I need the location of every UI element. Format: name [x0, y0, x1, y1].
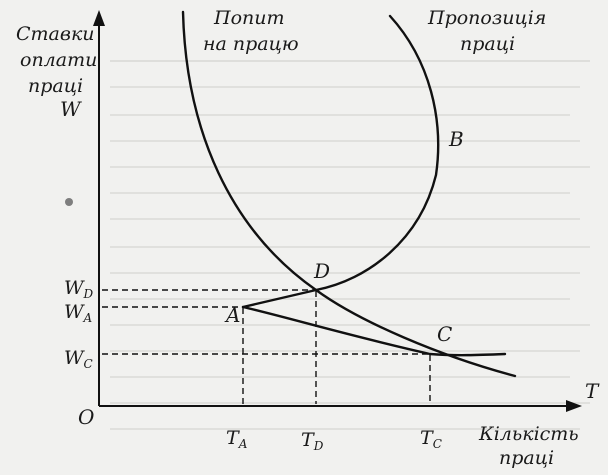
ta-label: TA: [226, 427, 248, 451]
y-axis-title-line1: Ставки: [16, 23, 95, 45]
labor-demand-curve: [181, 10, 517, 378]
point-c-label: C: [437, 322, 452, 346]
tc-label: TC: [420, 427, 442, 451]
td-label: TD: [301, 429, 324, 453]
supply-title-line2: праці: [460, 33, 515, 55]
x-axis-title-line2: праці: [499, 447, 554, 469]
guide-lines: [102, 289, 431, 404]
y-axis-symbol: W: [60, 97, 82, 121]
x-axis-arrowhead: [566, 400, 582, 412]
wa-label: WA: [64, 301, 93, 325]
demand-title-line1: Попит: [213, 7, 285, 29]
x-axis-symbol: T: [585, 379, 600, 403]
y-axis-title-line2: оплати: [20, 49, 97, 71]
wc-label: WC: [64, 347, 93, 371]
background-page-texture: [65, 60, 590, 430]
origin-label: O: [78, 405, 94, 429]
demand-title-line2: на працю: [203, 33, 299, 55]
labor-supply-curve-b: [241, 14, 440, 309]
y-axis-title-line3: праці: [28, 75, 83, 97]
curves: [181, 10, 517, 378]
axes: [93, 10, 582, 412]
x-axis-title-line1: Кількість: [478, 423, 579, 445]
point-d-label: D: [313, 259, 330, 283]
labor-supply-curve-lower: [241, 305, 507, 357]
curve-b-label: B: [448, 127, 464, 151]
point-a-label: A: [224, 303, 240, 327]
supply-title-line1: Пропозиція: [427, 7, 546, 29]
wd-label: WD: [64, 277, 94, 301]
y-axis-arrowhead: [93, 10, 105, 26]
